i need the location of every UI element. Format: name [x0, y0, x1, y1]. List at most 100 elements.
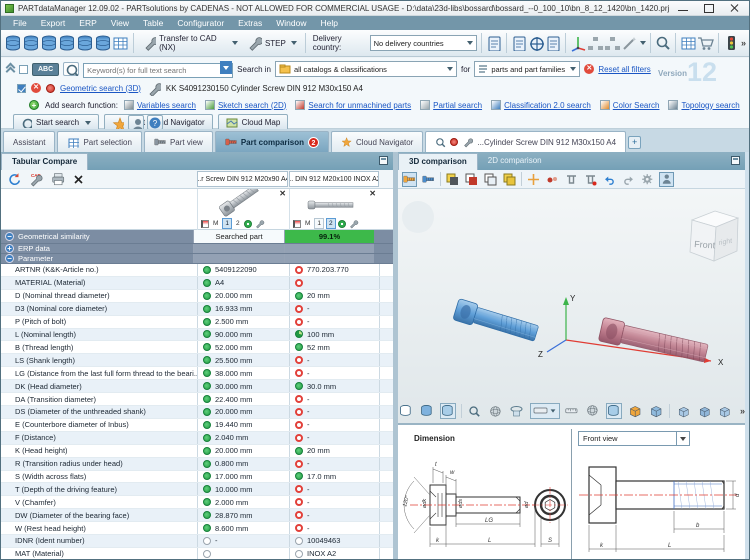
- traffic-light-icon[interactable]: [723, 34, 739, 52]
- window-panel-icon[interactable]: [486, 34, 502, 52]
- 3d-viewport[interactable]: Front right X Y Z: [398, 189, 745, 423]
- table-row[interactable]: R (Transition radius under head) 0.800 mm…: [1, 457, 393, 471]
- add-search-link[interactable]: Search for unmachined parts: [308, 100, 412, 110]
- shaded-view-icon[interactable]: [419, 403, 435, 419]
- rotate-view-icon[interactable]: [509, 403, 525, 419]
- tab-part-selection[interactable]: Part selection: [57, 131, 142, 152]
- geometric-search-link[interactable]: Geometric search (3D): [60, 83, 141, 93]
- abc-text-search-button[interactable]: ABC: [32, 62, 60, 76]
- screw-top-icon[interactable]: [564, 172, 579, 187]
- section-view-icon[interactable]: [606, 403, 623, 419]
- tab-cloud-navigator[interactable]: Cloud Navigator: [330, 131, 424, 152]
- slot2-button[interactable]: 2: [326, 218, 336, 229]
- viewbar-overflow[interactable]: »: [739, 406, 745, 416]
- overlay-mode-icon[interactable]: [445, 172, 460, 187]
- table-row[interactable]: F (Distance) 2.040 mm -: [1, 431, 393, 445]
- target-search-icon[interactable]: [528, 34, 545, 52]
- erp-data-row[interactable]: + ERP data: [1, 244, 393, 254]
- minimize-button[interactable]: [677, 3, 689, 13]
- tab-3d-comparison[interactable]: 3D comparison: [398, 153, 478, 170]
- link-structure-icon[interactable]: [587, 34, 604, 52]
- search-input[interactable]: [83, 63, 234, 78]
- slot1-button[interactable]: 1: [222, 218, 233, 229]
- menu-item-export[interactable]: Export: [40, 18, 66, 28]
- target-icon[interactable]: [243, 219, 252, 228]
- table-row[interactable]: ARTNR (K&K-Article no.) 5409122090 770.203…: [1, 264, 393, 277]
- toolbar-overflow[interactable]: »: [740, 38, 746, 48]
- tab-search-result[interactable]: ...Cylinder Screw DIN 912 M30x150 A4: [425, 131, 627, 152]
- float-panel-button[interactable]: [731, 156, 740, 165]
- table-row[interactable]: S (Width across flats) 17.000 mm 17.0 mm: [1, 470, 393, 484]
- wireframe-view-icon[interactable]: [398, 403, 414, 419]
- similarity-row[interactable]: − Geometrical similarity Searched part 99…: [1, 230, 393, 244]
- menu-item-view[interactable]: View: [110, 18, 130, 28]
- view-top-cube-icon[interactable]: [717, 403, 733, 419]
- search-input-dropdown[interactable]: [220, 61, 233, 74]
- menu-item-window[interactable]: Window: [276, 18, 307, 28]
- orbit-icon[interactable]: [488, 403, 504, 419]
- tab-assistant[interactable]: Assistant: [3, 131, 56, 152]
- close-icon[interactable]: ✕: [279, 189, 286, 198]
- wrench-transfer-icon[interactable]: [348, 219, 359, 229]
- catalogs-select[interactable]: all catalogs & classifications: [274, 61, 457, 77]
- menu-item-configurator[interactable]: Configurator: [177, 18, 225, 28]
- table-row[interactable]: P (Pitch of bolt) 2.500 mm -: [1, 315, 393, 329]
- zoom-fit-icon[interactable]: [467, 403, 483, 419]
- panel-splitter[interactable]: [393, 152, 398, 559]
- search-magnifier-button[interactable]: [63, 62, 80, 76]
- add-search-icon[interactable]: +: [29, 100, 39, 110]
- ruler-icon[interactable]: [565, 403, 581, 419]
- shaded-edges-view-icon[interactable]: [439, 403, 456, 419]
- table-row[interactable]: LG (Distance from the last full form thr…: [1, 367, 393, 381]
- mode-m-button[interactable]: M: [213, 220, 219, 227]
- tab-2d-comparison[interactable]: 2D comparison: [487, 156, 542, 165]
- float-panel-button[interactable]: [379, 156, 388, 165]
- compare-column2-header[interactable]: ... DIN 912 M20x100 INOX A2: [289, 171, 379, 187]
- table-row[interactable]: IDNR (Ident number) - 10049463: [1, 535, 393, 548]
- tabular-compare-tab[interactable]: Tabular Compare: [1, 153, 89, 170]
- parameter-section-row[interactable]: − Parameter: [1, 254, 393, 264]
- print-icon[interactable]: [51, 172, 66, 187]
- close-icon[interactable]: ✕: [369, 189, 376, 198]
- add-search-link[interactable]: Variables search: [136, 100, 196, 110]
- geometric-search-checkbox[interactable]: [17, 83, 26, 93]
- db-query-icon[interactable]: [94, 34, 112, 52]
- compare-column1-header[interactable]: ...r Screw DIN 912 M20x90 A4: [197, 171, 288, 187]
- close-compare-icon[interactable]: [73, 174, 84, 185]
- menu-item-erp[interactable]: ERP: [79, 18, 97, 28]
- add-search-link[interactable]: Partial search: [433, 100, 483, 110]
- table-row[interactable]: E (Counterbore diameter of Inbus) 19.440 …: [1, 418, 393, 432]
- scrollbar[interactable]: [745, 152, 749, 559]
- add-search-link[interactable]: Color Search: [612, 100, 660, 110]
- collapse-search-icon[interactable]: [5, 64, 15, 74]
- menu-item-table[interactable]: Table: [143, 18, 164, 28]
- hierarchy-icon[interactable]: [604, 34, 621, 52]
- menu-item-help[interactable]: Help: [320, 18, 338, 28]
- user-login-button[interactable]: [128, 115, 145, 130]
- collapse-icon[interactable]: −: [5, 254, 14, 263]
- table-row[interactable]: LS (Shank length) 25.500 mm -: [1, 354, 393, 368]
- 3d-axis-icon[interactable]: [570, 34, 587, 52]
- table-row[interactable]: V (Chamfer) 2.000 mm -: [1, 496, 393, 510]
- bom-table-icon[interactable]: [680, 34, 697, 52]
- combine-view-icon[interactable]: [502, 172, 517, 187]
- db-link-icon[interactable]: [58, 34, 76, 52]
- align-points-icon[interactable]: [545, 172, 560, 187]
- add-search-link[interactable]: Topology search: [681, 100, 740, 110]
- observer-mode-button[interactable]: [659, 171, 674, 187]
- help-button[interactable]: ?: [147, 115, 164, 130]
- magic-wand-icon[interactable]: [621, 34, 638, 52]
- remove-search-icon[interactable]: ✕: [31, 83, 41, 93]
- mode-m-button[interactable]: M: [305, 220, 311, 227]
- result-type-select[interactable]: parts and part families: [474, 61, 581, 77]
- slot1-button[interactable]: 1: [314, 218, 325, 229]
- align-center-icon[interactable]: [526, 172, 541, 187]
- step-export-button[interactable]: STEP: [242, 33, 301, 53]
- table-row[interactable]: T (Depth of the driving feature) 10.000 m…: [1, 483, 393, 497]
- table-row[interactable]: D3 (Nominal core diameter) 16.933 mm -: [1, 302, 393, 316]
- db-new-icon[interactable]: [76, 34, 94, 52]
- flag-icon[interactable]: [201, 219, 209, 228]
- 3d-doc-icon[interactable]: [511, 34, 527, 52]
- table-row[interactable]: MATERIAL (Material) A4: [1, 276, 393, 290]
- add-tab-button[interactable]: +: [628, 136, 642, 149]
